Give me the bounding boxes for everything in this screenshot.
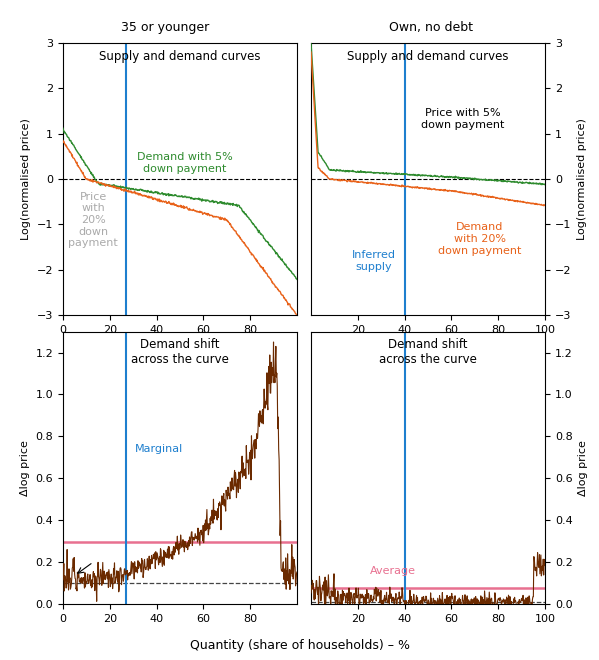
Text: Average: Average (370, 566, 416, 576)
Text: Marginal: Marginal (135, 444, 183, 453)
Text: Own, no debt: Own, no debt (389, 21, 473, 34)
Text: Supply and demand curves: Supply and demand curves (347, 50, 509, 63)
Text: Quantity (share of households) – %: Quantity (share of households) – % (189, 639, 410, 652)
Text: Demand
with 20%
down payment: Demand with 20% down payment (438, 222, 521, 255)
Text: Inferred
supply: Inferred supply (352, 250, 396, 271)
Y-axis label: Log(normalised price): Log(normalised price) (21, 118, 31, 240)
Text: Price
with
20%
down
payment: Price with 20% down payment (68, 191, 118, 248)
Text: Demand shift
across the curve: Demand shift across the curve (379, 339, 477, 366)
Text: Demand shift
across the curve: Demand shift across the curve (131, 339, 229, 366)
Y-axis label: Δlog price: Δlog price (20, 440, 30, 496)
Text: Price with 5%
down payment: Price with 5% down payment (422, 108, 505, 130)
Text: Demand with 5%
down payment: Demand with 5% down payment (137, 152, 232, 174)
Y-axis label: Log(normalised price): Log(normalised price) (577, 118, 587, 240)
Text: Supply and demand curves: Supply and demand curves (99, 50, 261, 63)
Y-axis label: Δlog price: Δlog price (578, 440, 588, 496)
Text: 35 or younger: 35 or younger (120, 21, 209, 34)
